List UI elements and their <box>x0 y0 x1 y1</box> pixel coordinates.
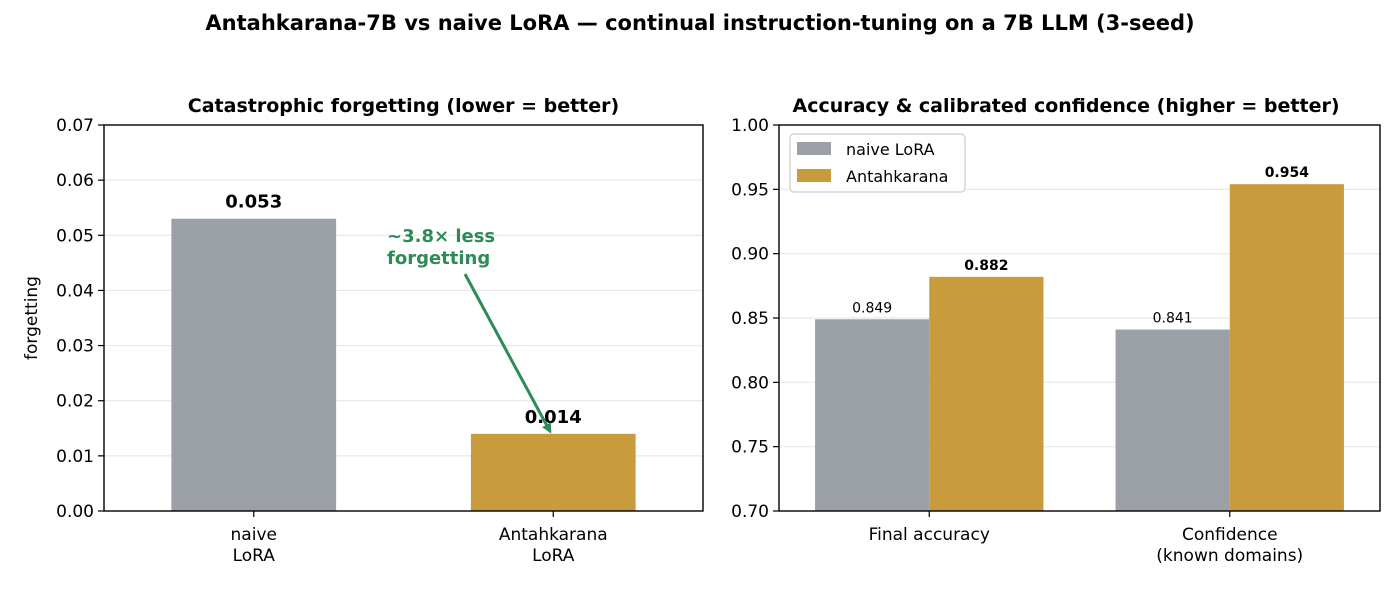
y-tick-label: 0.03 <box>56 337 94 357</box>
y-axis-label: forgetting <box>22 276 42 360</box>
accuracy-confidence-chart: 0.70 0.75 0.80 0.85 0.90 0.95 1.00 0.849 0.882 Fi… <box>731 95 1381 566</box>
x-tick-label: Antahkarana LoRA <box>499 525 608 566</box>
bar-value-label: 0.014 <box>525 407 582 428</box>
y-tick-label: 0.04 <box>56 281 94 301</box>
y-tick-label: 0.06 <box>56 171 94 191</box>
forgetting-chart: 0.00 0.01 0.02 0.03 0.04 0.05 0.06 0.07 0.053 nai… <box>22 95 704 566</box>
legend-label: Antahkarana <box>846 167 948 186</box>
bar-naive-lora-1 <box>1115 329 1230 511</box>
bar-naive-lora-0 <box>815 319 930 511</box>
legend: naive LoRA Antahkarana <box>789 133 966 193</box>
y-tick-label: 0.00 <box>56 502 94 522</box>
y-tick-label: 0.75 <box>731 438 769 458</box>
y-tick-label: 0.95 <box>731 180 769 200</box>
legend-box <box>789 133 966 193</box>
chart-title: Accuracy & calibrated confidence (higher… <box>792 95 1339 117</box>
bar-naive-lora <box>171 218 337 511</box>
chart-title: Catastrophic forgetting (lower = better) <box>188 95 619 117</box>
y-tick-label: 0.80 <box>731 373 769 393</box>
bar-antahkarana-0 <box>929 276 1044 511</box>
y-tick-label: 0.90 <box>731 245 769 265</box>
x-tick-label-line: naive <box>231 525 277 545</box>
bar-value-label: 0.849 <box>852 300 892 316</box>
x-tick-label-line: Antahkarana <box>499 525 608 545</box>
axes-frame <box>778 124 1381 512</box>
annotation-text-line: forgetting <box>387 248 490 269</box>
y-tick-label: 0.70 <box>731 502 769 522</box>
y-tick-label: 0.07 <box>56 116 94 136</box>
x-tick-label-line: Final accuracy <box>869 525 990 545</box>
y-tick-label: 0.05 <box>56 226 94 246</box>
bar-value-label: 0.954 <box>1265 165 1310 181</box>
y-tick-label: 0.85 <box>731 309 769 329</box>
y-tick-label: 0.02 <box>56 392 94 412</box>
x-tick-label-line: LoRA <box>233 546 276 566</box>
bar-antahkarana-1 <box>1229 184 1344 512</box>
x-tick-label-line: Confidence <box>1182 525 1278 545</box>
x-tick-label: Confidence (known domains) <box>1156 525 1303 566</box>
bar-value-label: 0.841 <box>1153 311 1193 327</box>
bar-value-label: 0.882 <box>964 258 1008 274</box>
annotation-arrow <box>463 273 552 434</box>
legend-swatch <box>797 142 831 155</box>
x-tick-label: naive LoRA <box>231 525 277 566</box>
annotation-text-line: ~3.8× less <box>387 226 495 247</box>
figure-title: Antahkarana-7B vs naive LoRA — continual… <box>205 11 1194 35</box>
x-tick-label-line: (known domains) <box>1156 546 1303 566</box>
x-tick-label: Final accuracy <box>869 525 990 545</box>
x-tick-label-line: LoRA <box>532 546 575 566</box>
axes-frame <box>103 124 704 512</box>
bar-antahkarana-lora <box>470 433 636 511</box>
legend-label: naive LoRA <box>846 140 935 159</box>
y-tick-label: 1.00 <box>731 116 769 136</box>
y-tick-label: 0.01 <box>56 447 94 467</box>
legend-swatch <box>797 169 831 182</box>
bar-value-label: 0.053 <box>225 192 282 213</box>
annotation-text: ~3.8× less forgetting <box>387 226 495 269</box>
